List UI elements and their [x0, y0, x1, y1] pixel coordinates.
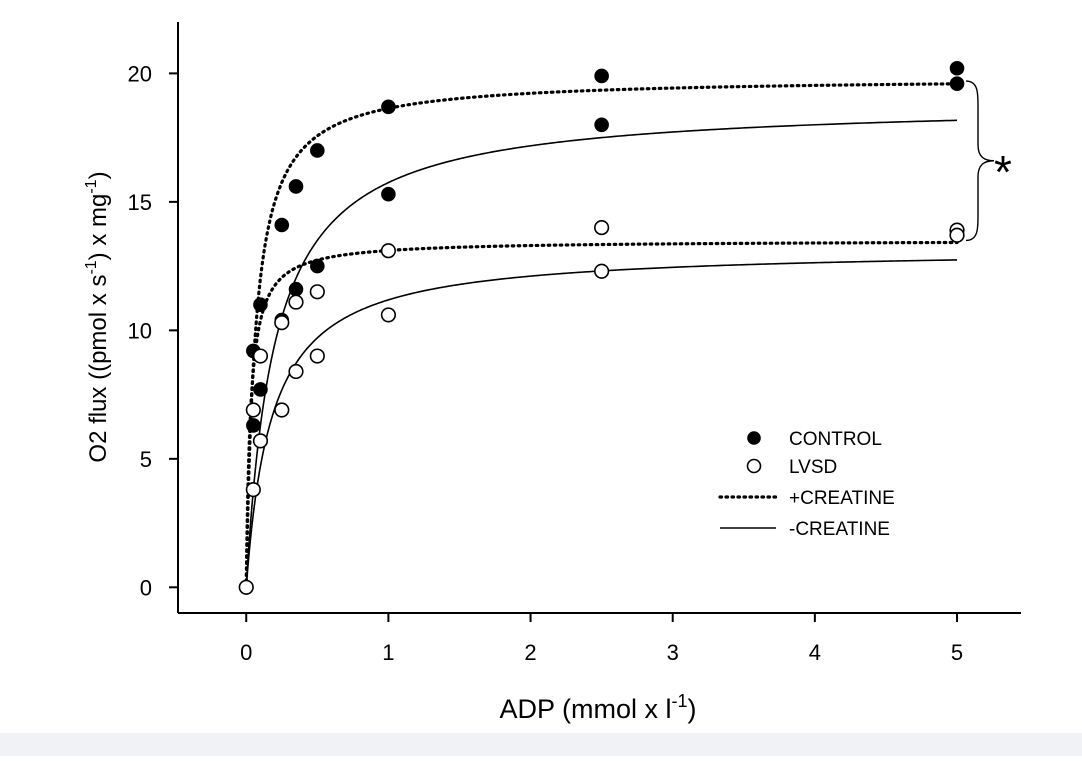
lvsd-data-point: [245, 402, 261, 418]
x-axis-label: ADP (mmol x l-1): [499, 691, 696, 724]
y-tick-label: 0: [140, 575, 152, 600]
control-data-point: [949, 76, 965, 91]
legend-label: +CREATINE: [789, 488, 895, 509]
y-axis-label: O2 flux ((pmol x s-1) x mg-1): [83, 171, 112, 462]
lvsd-data-point: [594, 263, 610, 279]
x-tick-label: 1: [382, 640, 394, 665]
bottom-strip: [0, 733, 1082, 756]
control-data-point: [253, 382, 268, 397]
legend-filled-circle: [747, 431, 761, 445]
legend: CONTROL LVSD +CREATINE -CREATINE: [718, 429, 895, 540]
lvsd-data-point: [309, 348, 325, 364]
y-axis-label-part: O2 flux ((pmol x s: [85, 275, 112, 463]
lvsd-data-point: [252, 348, 269, 364]
control-data-point: [949, 60, 965, 76]
lvsd-data-point: [380, 307, 396, 323]
control-data-point: [288, 179, 304, 194]
control-data-point: [310, 143, 325, 158]
lvsd-data-point: [594, 219, 610, 236]
control-data-point: [310, 258, 325, 274]
legend-label: -CREATINE: [789, 519, 890, 540]
y-axis-label-part: ): [85, 171, 112, 179]
lvsd-data-point: [238, 579, 254, 595]
x-axis-label-end: ): [688, 694, 697, 724]
fit-curves: [244, 82, 959, 589]
fit-curve-plus-creatine: [244, 82, 959, 589]
fit-curve-minus-creatine: [245, 119, 958, 588]
lvsd-data-point: [252, 433, 269, 449]
y-axis-label-superscript: -1: [83, 179, 100, 193]
lvsd-data-point: [274, 315, 290, 331]
data-points: [238, 60, 965, 595]
y-tick-label: 15: [128, 190, 152, 215]
control-data-point: [246, 418, 261, 433]
lvsd-data-point: [309, 284, 325, 300]
y-tick-label: 10: [128, 318, 152, 343]
y-axis-label-part: ) x mg: [85, 194, 112, 261]
lvsd-data-point: [274, 402, 290, 418]
lvsd-data-point: [949, 227, 965, 243]
significance-annotation: *: [965, 80, 1012, 242]
lvsd-data-point: [288, 363, 304, 380]
lvsd-data-point: [288, 294, 304, 310]
legend-label: CONTROL: [789, 429, 882, 450]
x-tick-label: 0: [240, 640, 252, 665]
x-tick-label: 4: [809, 640, 821, 665]
control-data-point: [381, 186, 396, 202]
control-data-point: [274, 217, 290, 233]
y-axis-label-superscript: -1: [83, 260, 100, 274]
lvsd-data-point: [245, 482, 261, 498]
x-axis-label-superscript: -1: [672, 691, 688, 711]
control-data-point: [253, 297, 268, 312]
significance-brace: [965, 80, 995, 242]
legend-open-circle: [746, 458, 762, 474]
lvsd-data-point: [380, 243, 396, 259]
x-tick-label: 3: [667, 640, 679, 665]
x-axis-label-main: ADP (mmol x l: [499, 694, 671, 724]
control-data-point: [594, 68, 609, 84]
y-tick-label: 5: [140, 447, 152, 472]
legend-label: LVSD: [789, 457, 837, 478]
control-data-point: [594, 117, 609, 133]
y-tick-label: 20: [128, 61, 152, 86]
significance-asterisk: *: [994, 146, 1012, 198]
control-data-point: [381, 99, 396, 115]
control-data-point: [288, 281, 304, 297]
x-tick-label: 5: [951, 640, 963, 665]
x-tick-label: 2: [524, 640, 536, 665]
